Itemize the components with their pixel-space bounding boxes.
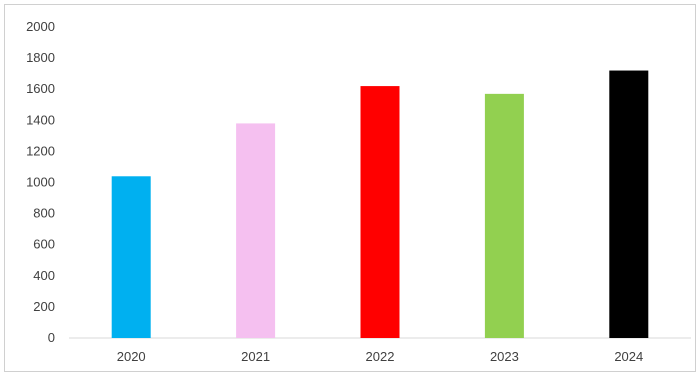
y-tick-label: 2000	[26, 19, 55, 34]
y-tick-label: 1200	[26, 143, 55, 158]
y-tick-label: 1400	[26, 112, 55, 127]
x-tick-label: 2022	[366, 349, 395, 364]
bar-2024	[609, 70, 649, 338]
y-tick-label: 400	[33, 268, 55, 283]
x-tick-label: 2023	[490, 349, 519, 364]
bar-2020	[111, 176, 151, 338]
y-tick-label: 1800	[26, 50, 55, 65]
y-tick-label: 1000	[26, 175, 55, 190]
y-tick-label: 200	[33, 299, 55, 314]
y-tick-label: 600	[33, 237, 55, 252]
y-tick-label: 0	[48, 330, 55, 345]
bar-2021	[236, 123, 276, 338]
bar-2022	[360, 86, 400, 338]
x-tick-label: 2021	[241, 349, 270, 364]
x-tick-label: 2020	[117, 349, 146, 364]
chart-frame: 0 200 400 600 800 1000 1200 1400 1600 1800 2000 202…	[4, 4, 696, 372]
y-tick-label: 1600	[26, 81, 55, 96]
y-tick-label: 800	[33, 206, 55, 221]
bar-2023	[484, 93, 524, 339]
bar-chart: 0 200 400 600 800 1000 1200 1400 1600 1800 2000 202…	[26, 19, 691, 364]
x-tick-label: 2024	[614, 349, 643, 364]
